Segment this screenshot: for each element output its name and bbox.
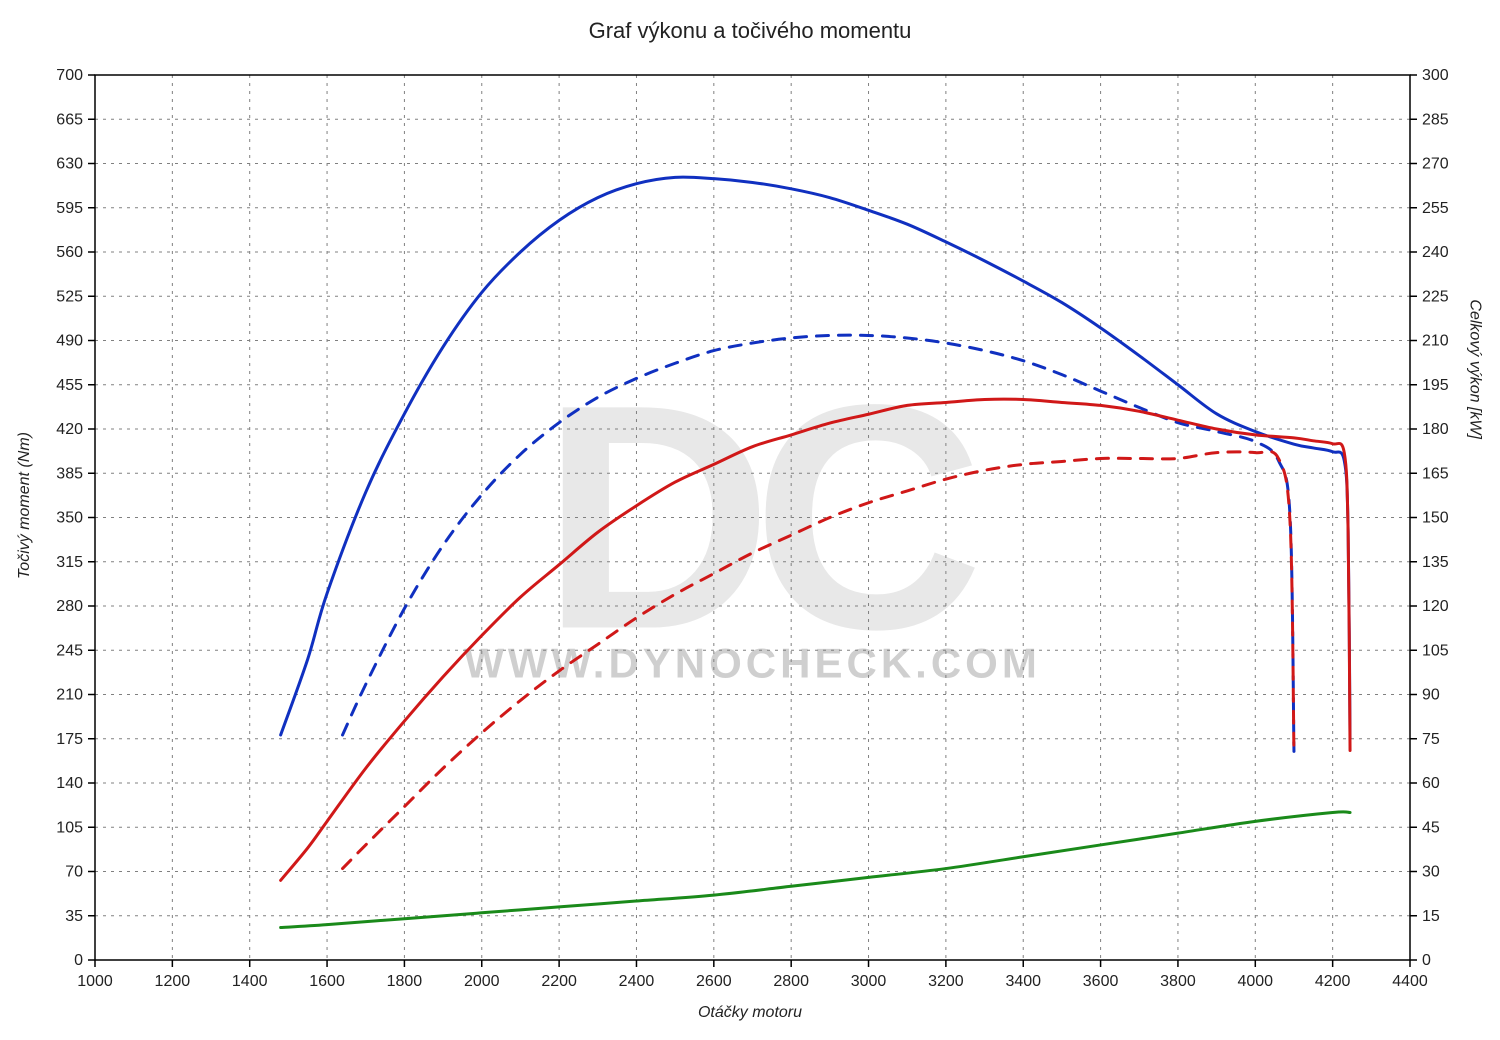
svg-text:90: 90 [1422, 687, 1440, 704]
svg-text:270: 270 [1422, 156, 1449, 173]
svg-text:75: 75 [1422, 731, 1440, 748]
y-axis-right-label: Celkový výkon [kW] [1466, 299, 1484, 439]
svg-text:595: 595 [56, 200, 83, 217]
svg-text:280: 280 [56, 598, 83, 615]
svg-text:175: 175 [56, 731, 83, 748]
svg-text:135: 135 [1422, 554, 1449, 571]
svg-text:165: 165 [1422, 465, 1449, 482]
svg-text:385: 385 [56, 465, 83, 482]
svg-text:225: 225 [1422, 288, 1449, 305]
svg-text:285: 285 [1422, 111, 1449, 128]
svg-text:4000: 4000 [1237, 973, 1273, 990]
svg-text:35: 35 [65, 908, 83, 925]
svg-text:3200: 3200 [928, 973, 964, 990]
svg-text:2600: 2600 [696, 973, 732, 990]
svg-text:420: 420 [56, 421, 83, 438]
svg-text:2000: 2000 [464, 973, 500, 990]
svg-text:60: 60 [1422, 775, 1440, 792]
series-losses [281, 812, 1350, 928]
svg-text:240: 240 [1422, 244, 1449, 261]
svg-text:1000: 1000 [77, 973, 113, 990]
svg-text:255: 255 [1422, 200, 1449, 217]
svg-text:300: 300 [1422, 67, 1449, 84]
svg-text:3400: 3400 [1005, 973, 1041, 990]
svg-text:4200: 4200 [1315, 973, 1351, 990]
dyno-chart: Graf výkonu a točivého momentu DCWWW.DYN… [0, 0, 1500, 1040]
svg-text:105: 105 [56, 819, 83, 836]
svg-text:700: 700 [56, 67, 83, 84]
svg-text:525: 525 [56, 288, 83, 305]
svg-text:0: 0 [1422, 952, 1431, 969]
svg-text:45: 45 [1422, 819, 1440, 836]
svg-text:350: 350 [56, 510, 83, 527]
chart-plot: DCWWW.DYNOCHECK.COM100012001400160018002… [0, 0, 1500, 1040]
x-axis-label: Otáčky motoru [0, 1004, 1500, 1022]
svg-text:195: 195 [1422, 377, 1449, 394]
svg-text:4400: 4400 [1392, 973, 1428, 990]
svg-text:210: 210 [1422, 333, 1449, 350]
svg-text:180: 180 [1422, 421, 1449, 438]
svg-text:15: 15 [1422, 908, 1440, 925]
svg-text:245: 245 [56, 642, 83, 659]
svg-text:2400: 2400 [619, 973, 655, 990]
svg-text:1200: 1200 [155, 973, 191, 990]
svg-text:1800: 1800 [387, 973, 423, 990]
svg-text:WWW.DYNOCHECK.COM: WWW.DYNOCHECK.COM [464, 640, 1041, 687]
svg-text:3000: 3000 [851, 973, 887, 990]
svg-text:560: 560 [56, 244, 83, 261]
svg-text:120: 120 [1422, 598, 1449, 615]
svg-text:3800: 3800 [1160, 973, 1196, 990]
svg-text:2800: 2800 [773, 973, 809, 990]
svg-text:140: 140 [56, 775, 83, 792]
svg-text:70: 70 [65, 864, 83, 881]
svg-text:3600: 3600 [1083, 973, 1119, 990]
svg-text:0: 0 [74, 952, 83, 969]
svg-text:490: 490 [56, 333, 83, 350]
svg-text:630: 630 [56, 156, 83, 173]
svg-text:210: 210 [56, 687, 83, 704]
svg-text:1400: 1400 [232, 973, 268, 990]
svg-text:455: 455 [56, 377, 83, 394]
svg-text:315: 315 [56, 554, 83, 571]
y-axis-left-label: Točivý moment (Nm) [16, 432, 34, 579]
svg-text:1600: 1600 [309, 973, 345, 990]
svg-text:2200: 2200 [541, 973, 577, 990]
svg-text:665: 665 [56, 111, 83, 128]
svg-text:105: 105 [1422, 642, 1449, 659]
svg-text:30: 30 [1422, 864, 1440, 881]
svg-text:150: 150 [1422, 510, 1449, 527]
